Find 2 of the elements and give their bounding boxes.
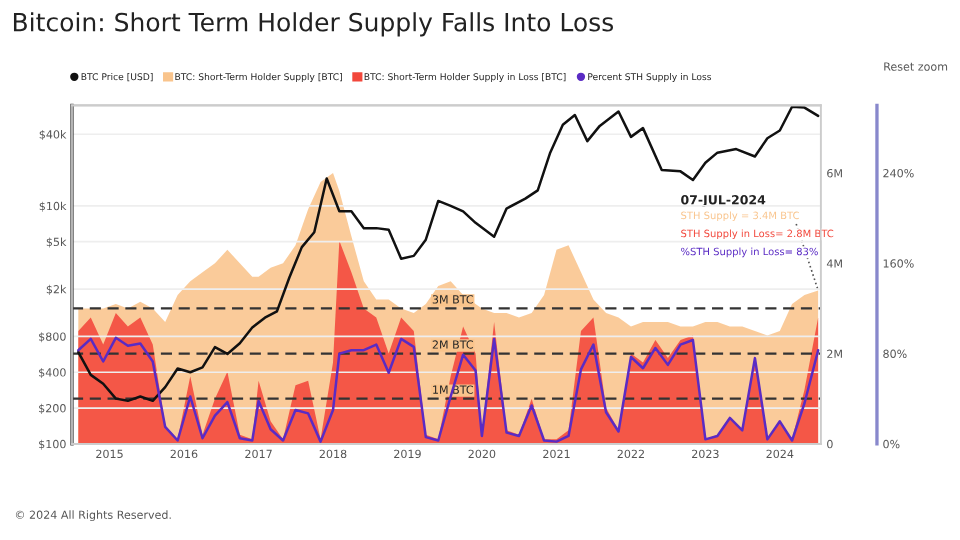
- line-series: [77, 336, 820, 443]
- chart-title: Bitcoin: Short Term Holder Supply Falls Into Loss: [13, 12, 614, 37]
